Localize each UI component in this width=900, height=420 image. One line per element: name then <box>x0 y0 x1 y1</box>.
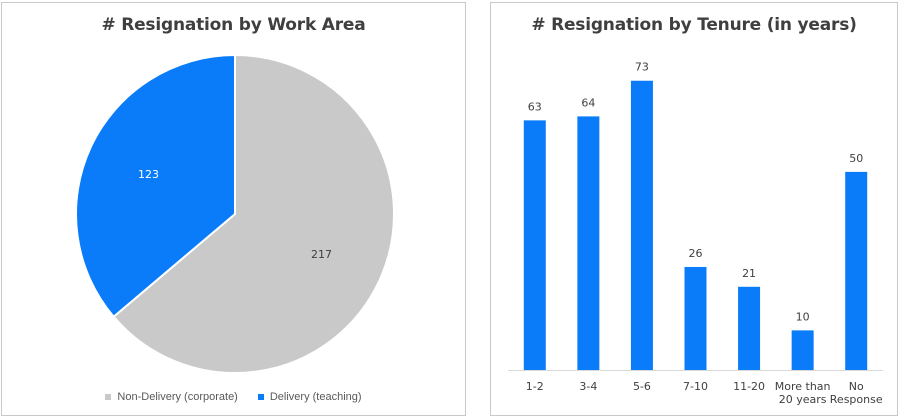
x-tick-label-more-than-20-years: More than 20 years <box>775 380 831 406</box>
legend-item-non-delivery: Non-Delivery (corporate) <box>105 391 238 403</box>
x-tick-label-5-6: 5-6 <box>633 380 651 393</box>
bar-value-label-5-6: 73 <box>635 61 649 74</box>
x-tick-label-1-2: 1-2 <box>526 380 544 393</box>
x-tick-label-no-response: No Response <box>830 380 883 406</box>
pie-value-label-non-delivery-corporate: 217 <box>311 248 332 261</box>
bar-value-label-1-2: 63 <box>528 100 542 113</box>
pie-chart-title: # Resignation by Work Area <box>101 15 366 35</box>
pie-legend: Non-Delivery (corporate) Delivery (teach… <box>2 391 465 403</box>
bar-no-response <box>845 171 868 370</box>
bar-7-10 <box>684 266 707 370</box>
legend-item-delivery: Delivery (teaching) <box>257 391 362 403</box>
bar-11-20 <box>738 286 761 370</box>
bar-value-label-7-10: 26 <box>689 247 703 260</box>
pie-chart-panel: # Resignation by Work Area 217 123 Non-De… <box>1 2 466 416</box>
pie-slice-non-delivery-corporate <box>112 53 395 374</box>
bar-chart: 63 1-2 64 3-4 73 5-6 26 7-10 21 11-20 10 More than 2… <box>508 61 883 406</box>
pie-value-label-delivery-teaching: 123 <box>138 168 159 181</box>
bar-5-6 <box>630 80 653 371</box>
bar-value-label-no-response: 50 <box>849 152 863 165</box>
bar-1-2 <box>523 120 546 370</box>
bar-more-than-20-years <box>791 330 814 370</box>
x-tick-label-3-4: 3-4 <box>579 380 597 393</box>
x-tick-label-7-10: 7-10 <box>683 380 708 393</box>
bar-value-label-more-than-20-years: 10 <box>796 310 810 323</box>
bar-3-4 <box>577 116 600 371</box>
legend-label-delivery: Delivery (teaching) <box>269 391 362 403</box>
pie-chart: 217 123 <box>75 53 395 374</box>
bar-chart-panel: # Resignation by Tenure (in years) 63 1-2… <box>490 2 898 416</box>
bar-value-label-11-20: 21 <box>742 267 756 280</box>
bar-chart-title: # Resignation by Tenure (in years) <box>531 15 857 35</box>
legend-label-non-delivery: Non-Delivery (corporate) <box>117 391 238 403</box>
pie-slice-delivery-teaching <box>75 53 236 319</box>
legend-swatch-non-delivery <box>105 394 112 400</box>
legend-swatch-delivery <box>257 394 264 400</box>
x-tick-label-11-20: 11-20 <box>733 380 765 393</box>
bar-value-label-3-4: 64 <box>581 96 595 109</box>
